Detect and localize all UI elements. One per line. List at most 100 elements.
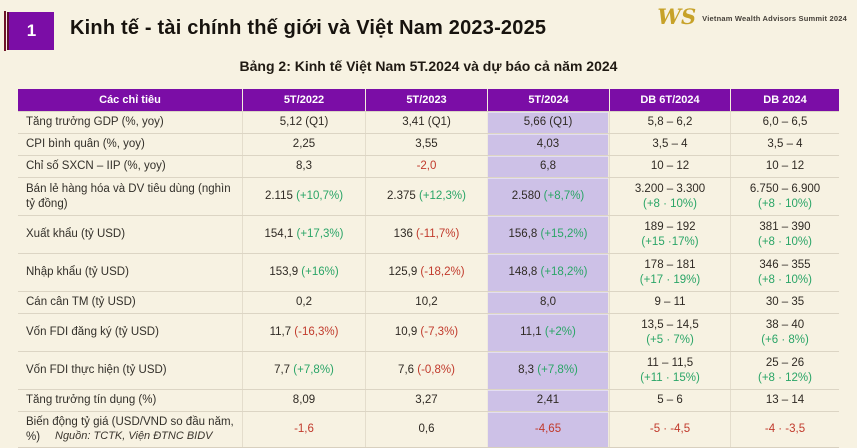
vws-monogram-icon: WS	[657, 4, 697, 29]
slide-title: Kinh tế - tài chính thế giới và Việt Nam…	[70, 17, 547, 39]
cell-value: 8,3	[296, 160, 312, 173]
cell-value: 25 – 26	[765, 356, 805, 369]
cell-value: 2,25	[292, 138, 316, 151]
cell-value: 38 – 40	[765, 318, 805, 331]
row-label: Bán lẻ hàng hóa và DV tiêu dùng (nghìn t…	[26, 183, 231, 210]
cell-change: (+8 · 10%)	[757, 235, 812, 248]
cell-value: 7,6	[398, 364, 415, 377]
table-cell: 156,8 (+15,2%)	[487, 216, 609, 253]
table-cell: 6.750 – 6.900 (+8 · 10%)	[730, 178, 839, 215]
cell-value: 13,5 – 14,5	[641, 318, 699, 331]
table-cell: 7,7 (+7,8%)	[242, 352, 365, 389]
source-note: Nguồn: TCTK, Viện ĐTNC BIDV	[55, 430, 213, 442]
row-label: Biến động tỷ giá (USD/VND so đầu năm, %)	[26, 416, 234, 443]
cell-value: 8,09	[292, 394, 316, 407]
cell-value: 189 – 192	[644, 220, 696, 233]
table-cell: 2.115 (+10,7%)	[242, 178, 365, 215]
table-cell: 8,0	[487, 292, 609, 313]
cell-change: (+16%)	[298, 266, 339, 279]
table-row: Vốn FDI thực hiện (tỷ USD) 7,7 (+7,8%) 7,6…	[18, 351, 839, 389]
table-cell: 153,9 (+16%)	[242, 254, 365, 291]
left-accent-bar	[4, 11, 6, 51]
table-row: Tăng trưởng tín dụng (%) 8,09 3,27 2,41 5 – …	[18, 389, 839, 411]
cell-value: 9 – 11	[654, 296, 686, 309]
table-title: Bảng 2: Kinh tế Việt Nam 5T.2024 và dự b…	[239, 58, 618, 74]
table-cell: 3,27	[365, 390, 487, 411]
table-body: Tăng trưởng GDP (%, yoy) 5,12 (Q1) 3,41 (Q…	[18, 111, 839, 447]
cell-value: 153,9	[269, 266, 299, 279]
cell-value: 2.580	[511, 190, 541, 203]
table-cell: 7,6 (-0,8%)	[365, 352, 487, 389]
row-label: Cán cân TM (tỷ USD)	[26, 296, 136, 309]
table-cell: 5 – 6	[609, 390, 730, 411]
table-cell: 0,2	[242, 292, 365, 313]
cell-value: 2.375	[387, 190, 416, 203]
cell-value: 8,0	[540, 296, 556, 309]
column-header: 5T/2023	[365, 89, 487, 111]
table-cell: 381 – 390 (+8 · 10%)	[730, 216, 839, 253]
table-cell: 2.375 (+12,3%)	[365, 178, 487, 215]
cell-value: 10,9	[394, 326, 418, 339]
table-cell: 38 – 40 (+6 · 8%)	[730, 314, 839, 351]
table-cell: 3,5 – 4	[730, 134, 839, 155]
cell-change: (+6 · 8%)	[761, 333, 809, 346]
table-row: Chỉ số SXCN – IIP (%, yoy) 8,3 -2,0 6,8 10 –…	[18, 155, 839, 177]
table-cell: -2,0	[365, 156, 487, 177]
cell-value: 381 – 390	[759, 220, 811, 233]
cell-change: (+7,8%)	[290, 364, 334, 377]
cell-change: (-18,2%)	[417, 266, 465, 279]
cell-value: 156,8	[508, 228, 538, 241]
cell-change: (+15,2%)	[537, 228, 588, 241]
cell-value: 6,8	[540, 160, 556, 173]
cell-value: 148,8	[508, 266, 538, 279]
row-label: Vốn FDI thực hiện (tỷ USD)	[26, 364, 167, 377]
table-cell: 346 – 355 (+8 · 10%)	[730, 254, 839, 291]
table-cell: 125,9 (-18,2%)	[365, 254, 487, 291]
cell-change: (+17,3%)	[293, 228, 344, 241]
cell-value: 125,9	[388, 266, 418, 279]
slide-number-badge: 1	[7, 12, 54, 50]
cell-value: 11,1	[520, 326, 542, 339]
row-label: Tăng trưởng tín dụng (%)	[26, 394, 157, 407]
cell-value: 13 – 14	[765, 394, 805, 407]
cell-value: 30 – 35	[765, 296, 805, 309]
table-row: Vốn FDI đăng ký (tỷ USD) 11,7 (-16,3%) 10,…	[18, 313, 839, 351]
column-header: DB 2024	[730, 89, 839, 111]
table-header-row: Các chỉ tiêu 5T/2022 5T/2023 5T/2024 DB 6T/2…	[18, 89, 839, 111]
cell-value: 5 – 6	[657, 394, 683, 407]
table-row: Tăng trưởng GDP (%, yoy) 5,12 (Q1) 3,41 (Q…	[18, 111, 839, 133]
table-cell: -4,65	[487, 412, 609, 447]
table-cell: 10 – 12	[730, 156, 839, 177]
cell-change: (+11 · 15%)	[640, 371, 700, 384]
table-cell: 8,3 (+7,8%)	[487, 352, 609, 389]
table-cell: 3,41 (Q1)	[365, 112, 487, 133]
cell-value: 3,41 (Q1)	[402, 116, 451, 129]
cell-value: 5,66 (Q1)	[523, 116, 573, 129]
row-label: Xuất khẩu (tỷ USD)	[26, 228, 126, 241]
cell-change: (+7,8%)	[534, 364, 578, 377]
cell-change: (+8 · 10%)	[757, 197, 812, 210]
table-cell: 25 – 26 (+8 · 12%)	[730, 352, 839, 389]
cell-value: 3,27	[415, 394, 438, 407]
table-row: Biến động tỷ giá (USD/VND so đầu năm, %)…	[18, 411, 839, 447]
table-cell: 2,41	[487, 390, 609, 411]
cell-value: 11 – 11,5	[646, 356, 694, 369]
cell-change: (+2%)	[541, 326, 576, 339]
cell-change: (+15 ·17%)	[641, 235, 699, 248]
column-header: Các chỉ tiêu	[18, 89, 242, 111]
column-header: DB 6T/2024	[609, 89, 730, 111]
cell-change: (-7,3%)	[417, 326, 459, 339]
cell-value: 0,6	[418, 423, 435, 436]
cell-value: 3.200 – 3.300	[634, 182, 706, 195]
table-cell: 5,66 (Q1)	[487, 112, 609, 133]
cell-change: (-11,7%)	[412, 228, 460, 241]
cell-value: 3,55	[415, 138, 438, 151]
table-cell: 8,3	[242, 156, 365, 177]
cell-change: (-16,3%)	[291, 326, 339, 339]
cell-value: 4,03	[536, 138, 560, 151]
table-cell: 5,12 (Q1)	[242, 112, 365, 133]
table-cell: -5 · -4,5	[609, 412, 730, 447]
cell-value: -2,0	[416, 160, 437, 173]
cell-value: -4,65	[534, 423, 562, 436]
table-cell: 3,5 – 4	[609, 134, 730, 155]
